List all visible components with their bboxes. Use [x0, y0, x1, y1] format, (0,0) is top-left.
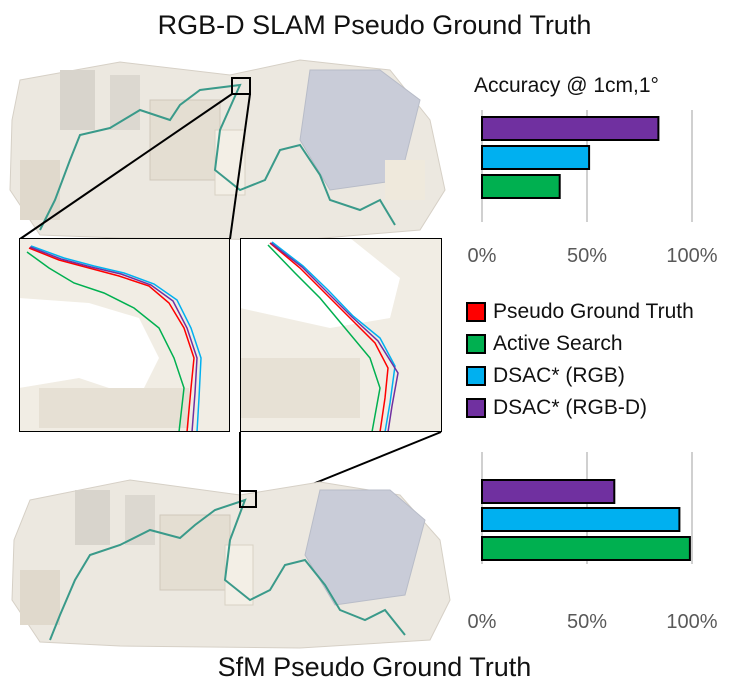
legend: Pseudo Ground Truth Active Search DSAC* … — [466, 296, 694, 424]
figure-title-top: RGB-D SLAM Pseudo Ground Truth — [157, 10, 592, 40]
zoom-box-top — [231, 77, 251, 95]
bar: Active Search — [481, 174, 561, 199]
legend-label: DSAC* (RGB) — [493, 364, 625, 387]
x-tick-label: 50% — [567, 245, 607, 267]
scene-bottom — [11, 479, 451, 649]
bar: DSAC* (RGB-D) — [481, 116, 660, 141]
x-tick-label: 100% — [666, 611, 717, 633]
legend-swatch-dsac-rgbd — [466, 398, 486, 418]
bar: DSAC* (RGB-D) — [481, 479, 616, 504]
legend-item-active-search: Active Search — [466, 328, 694, 360]
scene-top — [9, 59, 446, 240]
legend-swatch-pseudo-ground-truth — [466, 302, 486, 322]
scene-top-room — [9, 59, 446, 240]
bar: DSAC* (RGB) — [481, 507, 681, 532]
chart-top-title: Accuracy @ 1cm,1° — [474, 74, 659, 97]
x-tick-label: 0% — [468, 245, 497, 267]
legend-item-pseudo-ground-truth: Pseudo Ground Truth — [466, 296, 694, 328]
scene-bottom-room — [11, 479, 451, 649]
legend-swatch-active-search — [466, 334, 486, 354]
x-tick-label: 100% — [666, 245, 717, 267]
legend-label: Pseudo Ground Truth — [493, 300, 694, 323]
legend-swatch-dsac-rgb — [466, 366, 486, 386]
x-tick-label: 0% — [468, 611, 497, 633]
legend-item-dsac-rgb: DSAC* (RGB) — [466, 360, 694, 392]
zoom-box-bottom — [239, 490, 257, 508]
legend-label: DSAC* (RGB-D) — [493, 396, 648, 419]
bar: Active Search — [481, 536, 691, 561]
zoom-panel-left — [19, 238, 230, 432]
scene-top-trajectory — [39, 83, 396, 231]
legend-label: Active Search — [493, 332, 623, 355]
figure-title-bottom: SfM Pseudo Ground Truth — [217, 652, 532, 682]
legend-item-dsac-rgbd: DSAC* (RGB-D) — [466, 392, 694, 424]
scene-bottom-trajectory — [49, 498, 406, 641]
bar: DSAC* (RGB) — [481, 145, 591, 170]
zoom-panel-right — [240, 238, 442, 432]
x-tick-label: 50% — [567, 611, 607, 633]
